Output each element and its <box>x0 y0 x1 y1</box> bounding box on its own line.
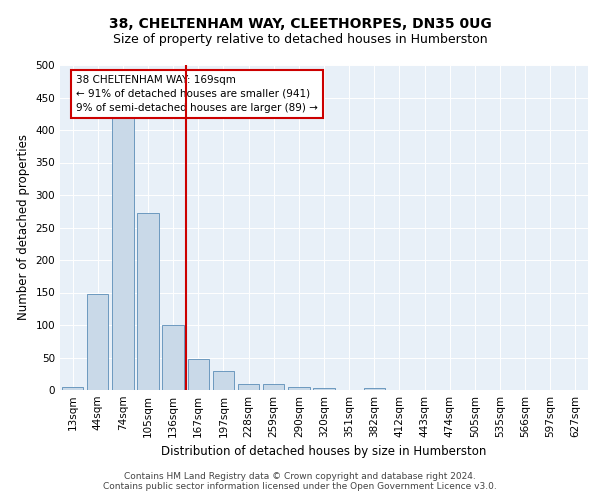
Y-axis label: Number of detached properties: Number of detached properties <box>17 134 30 320</box>
Bar <box>288 387 310 390</box>
Bar <box>313 388 335 390</box>
Text: 38, CHELTENHAM WAY, CLEETHORPES, DN35 0UG: 38, CHELTENHAM WAY, CLEETHORPES, DN35 0U… <box>109 18 491 32</box>
Bar <box>62 387 83 390</box>
Bar <box>238 384 259 390</box>
Text: Contains HM Land Registry data © Crown copyright and database right 2024.: Contains HM Land Registry data © Crown c… <box>124 472 476 481</box>
Text: 38 CHELTENHAM WAY: 169sqm
← 91% of detached houses are smaller (941)
9% of semi-: 38 CHELTENHAM WAY: 169sqm ← 91% of detac… <box>76 74 318 113</box>
Text: Contains public sector information licensed under the Open Government Licence v3: Contains public sector information licen… <box>103 482 497 491</box>
Bar <box>137 213 158 390</box>
Bar <box>188 359 209 390</box>
X-axis label: Distribution of detached houses by size in Humberston: Distribution of detached houses by size … <box>161 446 487 458</box>
Bar <box>364 388 385 390</box>
Bar <box>263 384 284 390</box>
Bar <box>213 370 234 390</box>
Text: Size of property relative to detached houses in Humberston: Size of property relative to detached ho… <box>113 32 487 46</box>
Bar <box>87 294 109 390</box>
Bar <box>163 325 184 390</box>
Bar <box>112 110 134 390</box>
